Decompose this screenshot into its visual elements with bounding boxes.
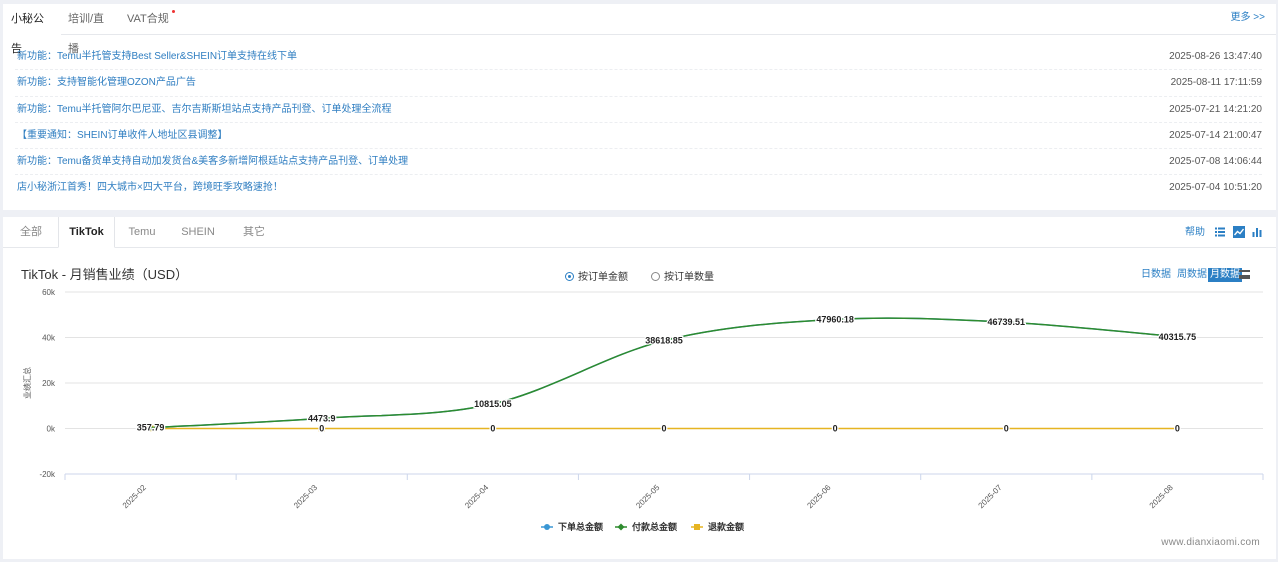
tab-vat-compliance[interactable]: VAT合规	[119, 4, 177, 35]
new-badge-dot	[172, 10, 175, 13]
bar-chart-icon[interactable]	[1251, 226, 1263, 238]
notice-date: 2025-07-21 14:21:20	[1169, 103, 1262, 115]
paid-total-series-line	[150, 317, 1178, 429]
tab-announcements[interactable]: 小秘公告	[3, 4, 61, 55]
notice-panel: 小秘公告 培训/直播 VAT合规 更多 >> 新功能：Temu半托管支持Best…	[3, 4, 1276, 210]
more-link[interactable]: 更多 >>	[1230, 12, 1265, 23]
refund-data-label: 0	[661, 424, 666, 434]
notice-title-link[interactable]: 【重要通知：SHEIN订单收件人地址区县调整】	[17, 129, 228, 141]
sales-line-chart: -20k 0k 20k 40k 60k 2025-02 2025-03 2025-04 2025…	[22, 288, 1264, 532]
tab-other[interactable]: 其它	[243, 226, 265, 238]
tab-training-live[interactable]: 培训/直播	[60, 4, 120, 55]
tab-tiktok[interactable]: TikTok	[58, 217, 115, 248]
list-item: 【重要通知：SHEIN订单收件人地址区县调整】 2025-07-14 21:00:…	[15, 123, 1262, 150]
legend-item: 付款总金额	[632, 521, 677, 532]
monthly-data-button[interactable]: 月数据	[1208, 268, 1242, 282]
notice-list: 新功能：Temu半托管支持Best Seller&SHEIN订单支持在线下单 20…	[3, 44, 1276, 202]
y-axis-label: 业绩汇总	[22, 367, 32, 399]
notice-title-link[interactable]: 新功能：支持智能化管理OZON产品广告	[17, 77, 196, 89]
platform-tabbar: 全部 TikTok Temu SHEIN 其它 帮助	[3, 217, 1276, 248]
refund-data-label: 0	[1175, 424, 1180, 434]
paid-data-label: 4473.9	[308, 413, 336, 423]
list-item: 新功能：支持智能化管理OZON产品广告 2025-08-11 17:11:59	[15, 70, 1262, 97]
legend-marker	[544, 524, 550, 530]
paid-data-label: 38618.85	[645, 336, 683, 346]
paid-data-label: 46739.51	[988, 317, 1026, 327]
tab-shein[interactable]: SHEIN	[181, 226, 215, 238]
x-tick-label: 2025-02	[121, 483, 149, 511]
notice-title-link[interactable]: 新功能：Temu备货单支持自动加发货台&美客多新增阿根廷站点支持产品刊登、订单处…	[17, 156, 409, 168]
chart-menu-icon[interactable]	[1239, 270, 1250, 279]
refund-data-label: 0	[1004, 424, 1009, 434]
x-tick-label: 2025-03	[292, 483, 320, 511]
paid-data-label: 47960.18	[816, 314, 854, 324]
legend-item: 退款金额	[708, 521, 744, 532]
legend-marker	[617, 523, 625, 531]
daily-data-button[interactable]: 日数据	[1141, 269, 1171, 280]
refund-data-label: 0	[490, 424, 495, 434]
y-tick-label: 40k	[42, 334, 56, 343]
radio-circle	[565, 272, 574, 281]
notice-date: 2025-07-14 21:00:47	[1169, 129, 1262, 141]
tab-label: 培训/直播	[68, 13, 105, 55]
list-item: 新功能：Temu半托管支持Best Seller&SHEIN订单支持在线下单 20…	[15, 44, 1262, 71]
notice-title-link[interactable]: 店小秘浙江首秀！四大城市×四大平台，跨境旺季攻略速抢！	[17, 182, 283, 194]
radio-label: 按订单金额	[578, 272, 628, 283]
list-view-icon[interactable]	[1214, 226, 1226, 238]
tab-label: 小秘公告	[11, 13, 44, 55]
y-tick-label: 60k	[42, 288, 56, 297]
paid-point	[147, 424, 154, 431]
paid-data-label: 40315.75	[1159, 332, 1197, 342]
y-tick-label: 0k	[47, 425, 56, 434]
legend-item: 下单总金额	[558, 521, 603, 532]
notice-tabbar: 小秘公告 培训/直播 VAT合规 更多 >>	[3, 4, 1276, 55]
watermark: www.dianxiaomi.com	[1161, 537, 1260, 548]
radio-by-order-amount[interactable]: 按订单金额	[565, 268, 628, 283]
paid-data-label: 357.79	[137, 423, 165, 433]
notice-date: 2025-08-26 13:47:40	[1169, 51, 1262, 62]
line-chart-icon[interactable]	[1233, 226, 1245, 238]
x-tick-label: 2025-04	[463, 483, 491, 511]
notice-date: 2025-07-04 10:51:20	[1169, 182, 1262, 194]
tab-temu[interactable]: Temu	[128, 226, 156, 238]
chart-title: TikTok - 月销售业绩（USD）	[21, 267, 189, 282]
x-tick-label: 2025-05	[634, 483, 662, 511]
radio-label: 按订单数量	[664, 272, 714, 283]
list-item: 新功能：Temu半托管阿尔巴尼亚、吉尔吉斯斯坦站点支持产品刊登、订单处理全流程 2…	[15, 97, 1262, 123]
order-total-series-line	[150, 317, 1178, 429]
radio-by-order-count[interactable]: 按订单数量	[651, 268, 714, 283]
radio-circle	[651, 272, 660, 281]
legend-marker	[694, 524, 700, 530]
list-item: 新功能：Temu备货单支持自动加发货台&美客多新增阿根廷站点支持产品刊登、订单处…	[15, 149, 1262, 176]
tab-all[interactable]: 全部	[20, 226, 42, 238]
notice-date: 2025-07-08 14:06:44	[1169, 156, 1262, 168]
help-link[interactable]: 帮助	[1185, 227, 1205, 238]
x-tick-label: 2025-07	[977, 483, 1005, 511]
notice-title-link[interactable]: 新功能：Temu半托管阿尔巴尼亚、吉尔吉斯斯坦站点支持产品刊登、订单处理全流程	[17, 103, 392, 115]
weekly-data-button[interactable]: 周数据	[1177, 269, 1207, 280]
y-tick-label: -20k	[39, 470, 56, 479]
refund-point	[318, 425, 325, 432]
paid-data-label: 10815.05	[474, 399, 512, 409]
refund-data-label: 0	[319, 424, 324, 434]
x-tick-label: 2025-08	[1148, 483, 1176, 511]
list-item: 店小秘浙江首秀！四大城市×四大平台，跨境旺季攻略速抢！ 2025-07-04 10…	[15, 175, 1262, 201]
tab-label: VAT合规	[127, 13, 169, 25]
y-tick-label: 20k	[42, 379, 56, 388]
x-tick-label: 2025-06	[805, 483, 833, 511]
notice-title-link[interactable]: 新功能：Temu半托管支持Best Seller&SHEIN订单支持在线下单	[17, 51, 298, 62]
notice-date: 2025-08-11 17:11:59	[1170, 77, 1262, 89]
refund-data-label: 0	[833, 424, 838, 434]
sales-chart-panel: 全部 TikTok Temu SHEIN 其它 帮助 TikTok - 月销售业…	[3, 217, 1276, 559]
